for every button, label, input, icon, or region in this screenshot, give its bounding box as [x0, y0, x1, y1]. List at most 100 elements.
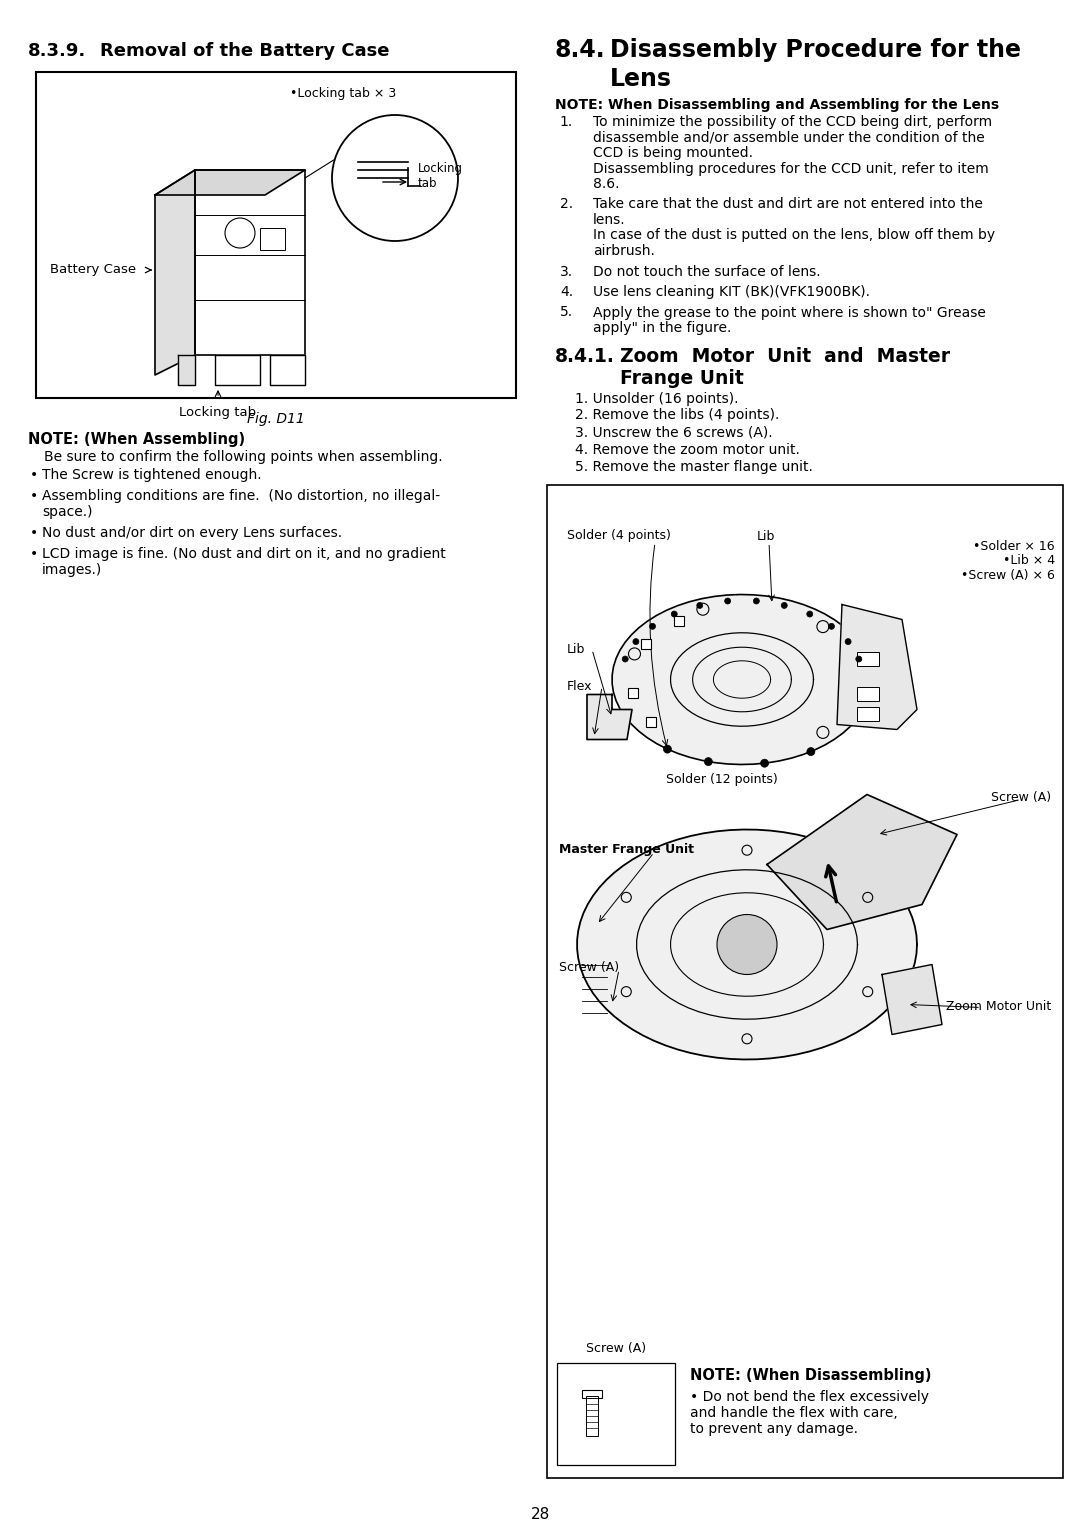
- Polygon shape: [577, 829, 917, 1060]
- Bar: [546, 484, 1063, 1478]
- Text: 2.: 2.: [559, 197, 573, 212]
- Circle shape: [760, 759, 769, 767]
- Circle shape: [754, 599, 759, 605]
- Text: •: •: [30, 489, 38, 502]
- Text: NOTE: (When Disassembling): NOTE: (When Disassembling): [690, 1368, 931, 1383]
- Circle shape: [649, 623, 656, 629]
- Text: 4. Remove the zoom motor unit.: 4. Remove the zoom motor unit.: [575, 443, 800, 457]
- Bar: [858, 652, 879, 666]
- Text: space.): space.): [42, 505, 93, 519]
- Text: Be sure to confirm the following points when assembling.: Be sure to confirm the following points …: [44, 450, 443, 464]
- Bar: [642, 640, 651, 649]
- Text: CCD is being mounted.: CCD is being mounted.: [593, 147, 753, 160]
- Text: Locking
tab: Locking tab: [418, 162, 463, 189]
- Text: Take care that the dust and dirt are not entered into the: Take care that the dust and dirt are not…: [593, 197, 983, 212]
- Text: 4.: 4.: [559, 286, 573, 299]
- Text: No dust and/or dirt on every Lens surfaces.: No dust and/or dirt on every Lens surfac…: [42, 525, 342, 541]
- Text: In case of the dust is putted on the lens, blow off them by: In case of the dust is putted on the len…: [593, 229, 995, 243]
- Circle shape: [332, 115, 458, 241]
- Text: 8.6.: 8.6.: [593, 177, 620, 191]
- Polygon shape: [195, 169, 305, 354]
- Text: lens.: lens.: [593, 212, 625, 228]
- Text: Solder (12 points): Solder (12 points): [666, 773, 778, 785]
- Text: 4mm: 4mm: [616, 1403, 648, 1417]
- Text: Assembling conditions are fine.  (No distortion, no illegal-: Assembling conditions are fine. (No dist…: [42, 489, 441, 502]
- Text: Screw (A): Screw (A): [559, 962, 619, 974]
- Text: NOTE: When Disassembling and Assembling for the Lens: NOTE: When Disassembling and Assembling …: [555, 98, 999, 111]
- Text: •: •: [30, 467, 38, 483]
- Text: 3.: 3.: [559, 264, 573, 278]
- Polygon shape: [178, 354, 195, 385]
- Text: Zoom  Motor  Unit  and  Master: Zoom Motor Unit and Master: [620, 348, 950, 366]
- Text: apply" in the figure.: apply" in the figure.: [593, 321, 731, 334]
- Polygon shape: [215, 354, 260, 385]
- Text: 28: 28: [530, 1507, 550, 1522]
- Polygon shape: [767, 794, 957, 930]
- Circle shape: [781, 603, 787, 608]
- Text: Master Frange Unit: Master Frange Unit: [559, 843, 694, 855]
- Text: Removal of the Battery Case: Removal of the Battery Case: [100, 43, 390, 60]
- Text: Lens: Lens: [610, 67, 672, 92]
- Polygon shape: [882, 965, 942, 1034]
- Text: To minimize the possibility of the CCD being dirt, perform: To minimize the possibility of the CCD b…: [593, 115, 993, 128]
- Text: 1.: 1.: [559, 115, 573, 128]
- Circle shape: [704, 757, 713, 765]
- Bar: [629, 689, 638, 698]
- Text: Battery Case: Battery Case: [50, 264, 136, 276]
- Circle shape: [672, 611, 677, 617]
- Text: 8.4.: 8.4.: [555, 38, 606, 63]
- Circle shape: [663, 745, 672, 753]
- Polygon shape: [837, 605, 917, 730]
- Text: 8.3.9.: 8.3.9.: [28, 43, 86, 60]
- Polygon shape: [156, 169, 195, 376]
- Bar: [582, 1390, 602, 1399]
- Bar: [647, 718, 657, 727]
- Text: Locking tab: Locking tab: [179, 406, 257, 418]
- Circle shape: [633, 638, 639, 644]
- Text: Do not touch the surface of lens.: Do not touch the surface of lens.: [593, 264, 821, 278]
- Polygon shape: [612, 594, 870, 765]
- Text: The Screw is tightened enough.: The Screw is tightened enough.: [42, 467, 261, 483]
- Bar: [557, 1364, 675, 1464]
- Text: • Do not bend the flex excessively
and handle the flex with care,
to prevent any: • Do not bend the flex excessively and h…: [690, 1390, 929, 1437]
- Text: Screw (A): Screw (A): [990, 791, 1051, 805]
- Text: Apply the grease to the point where is shown to" Grease: Apply the grease to the point where is s…: [593, 305, 986, 319]
- Text: •: •: [30, 547, 38, 560]
- Text: Frange Unit: Frange Unit: [620, 368, 744, 388]
- Circle shape: [725, 599, 731, 605]
- Bar: [858, 707, 879, 721]
- Polygon shape: [156, 169, 305, 195]
- Text: •: •: [30, 525, 38, 541]
- Polygon shape: [270, 354, 305, 385]
- Circle shape: [855, 657, 862, 663]
- Bar: [586, 1396, 598, 1435]
- Text: LCD image is fine. (No dust and dirt on it, and no gradient: LCD image is fine. (No dust and dirt on …: [42, 547, 446, 560]
- Text: •Solder × 16
•Lib × 4
•Screw (A) × 6: •Solder × 16 •Lib × 4 •Screw (A) × 6: [961, 539, 1055, 582]
- Text: 1. Unsolder (16 points).: 1. Unsolder (16 points).: [575, 391, 739, 406]
- Text: Solder (4 points): Solder (4 points): [567, 530, 671, 542]
- Text: 5. Remove the master flange unit.: 5. Remove the master flange unit.: [575, 460, 813, 473]
- Bar: [36, 72, 516, 399]
- Circle shape: [697, 603, 703, 608]
- Text: disassemble and/or assemble under the condition of the: disassemble and/or assemble under the co…: [593, 130, 985, 145]
- Text: 8.4.1.: 8.4.1.: [555, 348, 615, 366]
- Polygon shape: [588, 695, 632, 739]
- Text: Lib: Lib: [567, 643, 585, 657]
- Circle shape: [807, 748, 815, 756]
- Text: SILVER: SILVER: [595, 1448, 637, 1461]
- Circle shape: [828, 623, 835, 629]
- Text: airbrush.: airbrush.: [593, 244, 654, 258]
- Circle shape: [846, 638, 851, 644]
- Text: 3. Unscrew the 6 screws (A).: 3. Unscrew the 6 screws (A).: [575, 426, 772, 440]
- Text: Use lens cleaning KIT (BK)(VFK1900BK).: Use lens cleaning KIT (BK)(VFK1900BK).: [593, 286, 870, 299]
- Text: Disassembling procedures for the CCD unit, refer to item: Disassembling procedures for the CCD uni…: [593, 162, 989, 176]
- Text: Lib: Lib: [757, 530, 775, 542]
- Bar: [674, 617, 684, 626]
- Bar: [260, 228, 285, 250]
- Text: •Locking tab × 3: •Locking tab × 3: [291, 87, 396, 99]
- Text: 2. Remove the libs (4 points).: 2. Remove the libs (4 points).: [575, 409, 780, 423]
- Text: Flex: Flex: [567, 680, 593, 693]
- Text: images.): images.): [42, 563, 103, 577]
- Circle shape: [622, 657, 629, 663]
- Text: Screw (A): Screw (A): [586, 1342, 646, 1354]
